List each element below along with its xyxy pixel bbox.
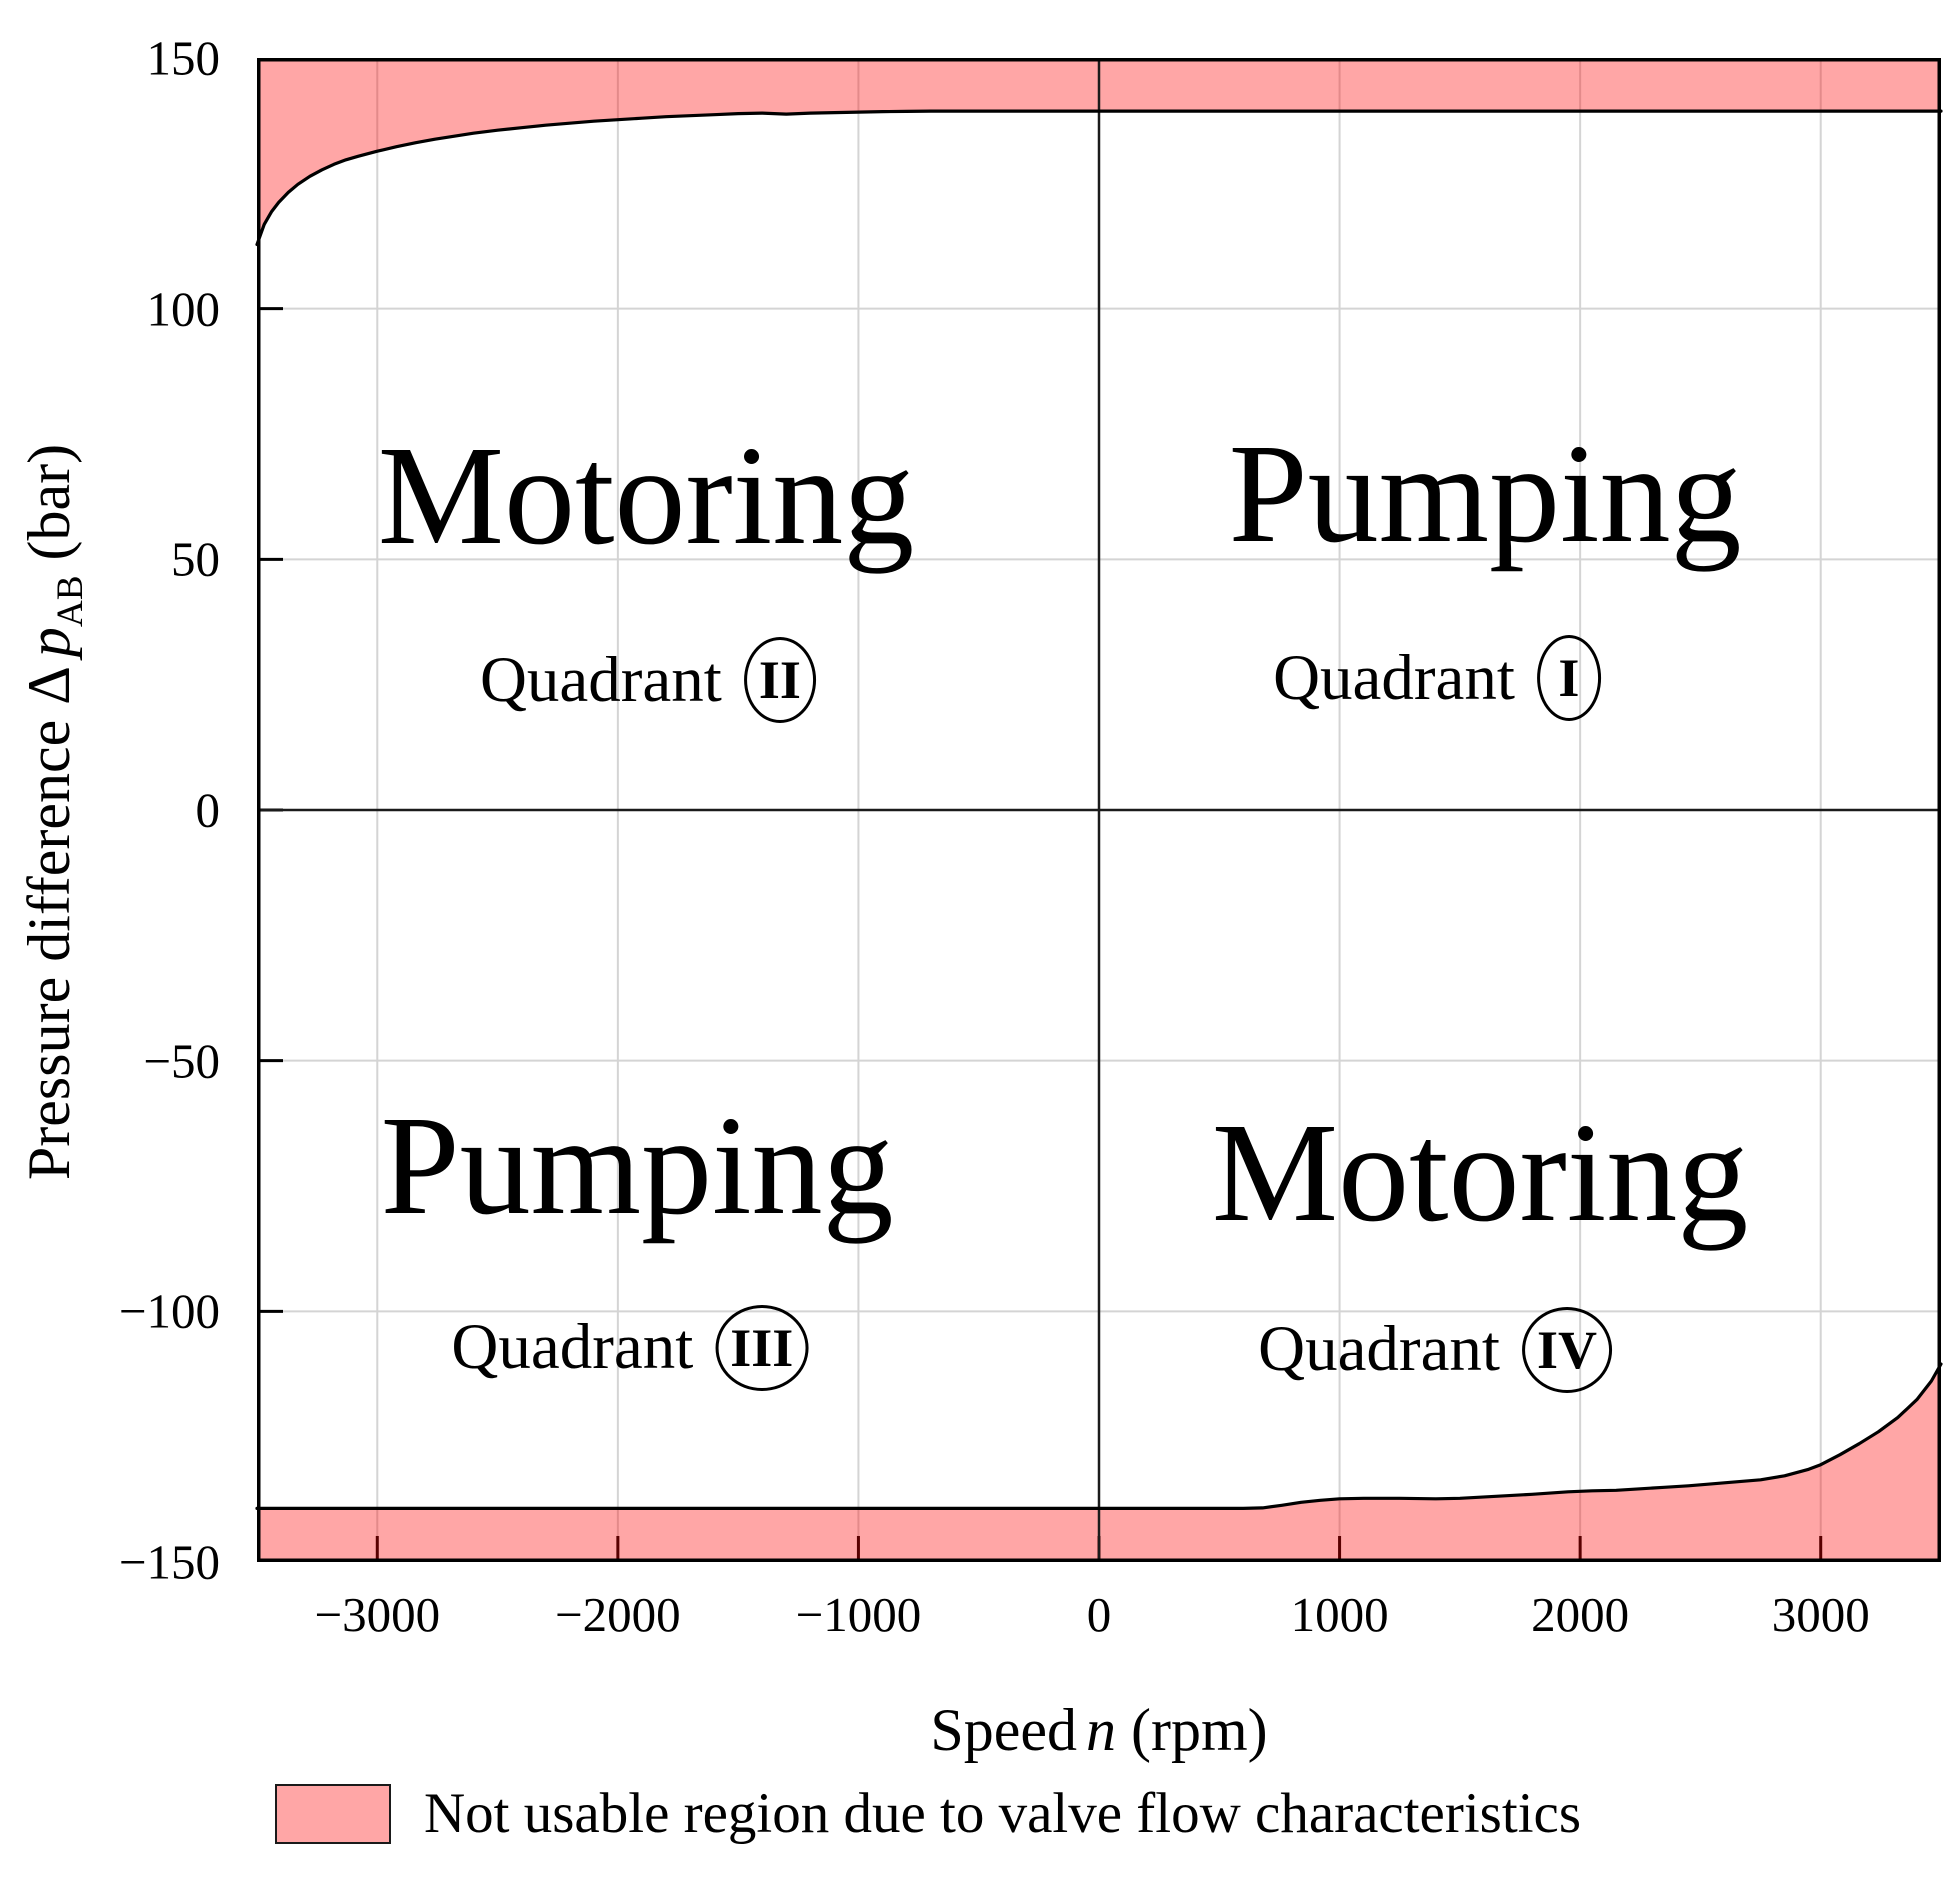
pressure-symbol: p	[15, 627, 82, 658]
y-tick-label: 100	[146, 281, 221, 337]
quadrant-sub-label: Quadrant III	[451, 1304, 809, 1391]
y-tick-label: 0	[195, 782, 221, 838]
quadrant-big-label: Pumping	[380, 1085, 894, 1244]
x-tick-label: −1000	[795, 1587, 922, 1642]
x-tick-label: 3000	[1771, 1587, 1870, 1642]
quadrant-word: Quadrant	[1258, 1313, 1500, 1386]
legend: Not usable region due to valve flow char…	[275, 1782, 1582, 1846]
chart-canvas	[255, 58, 1943, 1562]
x-tick-label: 2000	[1531, 1587, 1630, 1642]
legend-label: Not usable region due to valve flow char…	[424, 1782, 1582, 1845]
x-tick-label: −2000	[555, 1587, 681, 1642]
quadrant-numeral-circle: III	[715, 1304, 809, 1391]
x-tick-label: 1000	[1290, 1587, 1389, 1642]
not-usable-region-swatch	[275, 1784, 391, 1845]
quadrant-word: Quadrant	[479, 643, 722, 716]
quadrant-sub-label: Quadrant IV	[1258, 1306, 1613, 1393]
quadrant-big-label: Pumping	[1228, 414, 1742, 573]
speed-symbol: n	[1086, 1697, 1116, 1763]
x-axis-title-prefix: Speed	[930, 1697, 1077, 1763]
not-usable-region-lower	[257, 1364, 1941, 1562]
quadrant-word: Quadrant	[1273, 641, 1515, 714]
quadrant-big-label: Motoring	[1211, 1092, 1749, 1251]
y-axis-title-prefix: Pressure difference Δ	[15, 666, 82, 1181]
quadrant-numeral-circle: I	[1536, 635, 1601, 722]
boundary-curve-lower	[255, 1362, 1943, 1511]
quadrant-big-label: Motoring	[377, 416, 915, 575]
x-tick-label: −3000	[314, 1587, 441, 1642]
quadrant-word: Quadrant	[451, 1311, 694, 1384]
plot-area: −3000 −2000 −1000 0 1000 2000 3000 150 100 50 0 −50…	[119, 34, 1943, 1639]
not-usable-region-upper	[257, 58, 1941, 245]
x-axis-title-suffix: (rpm)	[1116, 1697, 1268, 1763]
x-axis-title: Speed n (rpm)	[257, 1700, 1941, 1760]
y-tick-label: −50	[143, 1033, 220, 1089]
boundary-curve-upper	[255, 109, 1943, 247]
y-tick-label: −100	[118, 1283, 220, 1339]
quadrant-numeral-circle: IV	[1522, 1306, 1613, 1393]
y-tick-label: 150	[146, 30, 221, 86]
plot-border	[257, 58, 1941, 1562]
quadrant-sub-label: Quadrant II	[479, 637, 816, 724]
y-tick-label: −150	[118, 1534, 220, 1590]
y-tick-label: 50	[171, 531, 220, 587]
x-tick-label: 0	[1086, 1587, 1112, 1642]
quadrant-sub-label: Quadrant I	[1273, 635, 1601, 722]
quadrant-numeral-circle: II	[743, 637, 816, 724]
